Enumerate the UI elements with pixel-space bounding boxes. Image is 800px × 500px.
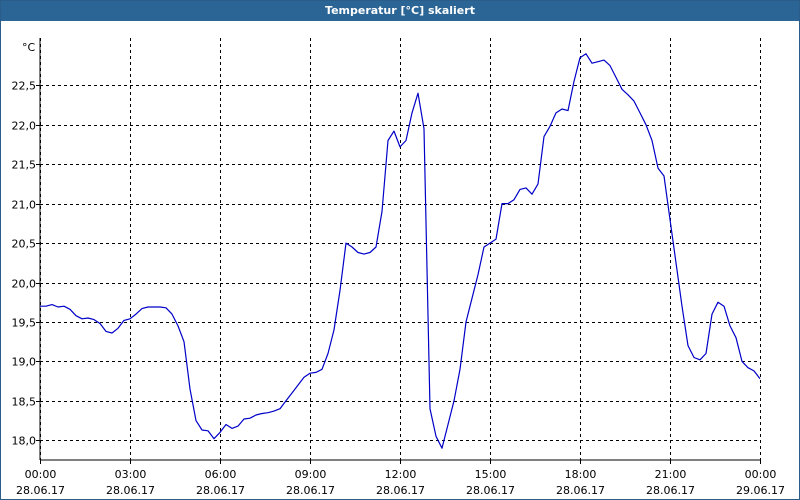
y-tick-label: 22,0 bbox=[12, 120, 37, 133]
y-axis-ticks: 18,0 18,5 19,0 19,5 20,0 20,5 21,0 21,5 22,0 22,5 bbox=[12, 80, 40, 448]
y-tick-label: 21,5 bbox=[12, 159, 37, 172]
x-tick-time-label: 15:00 bbox=[475, 468, 507, 481]
y-tick-label: 21,0 bbox=[12, 199, 37, 212]
x-tick-time-label: 00:00 bbox=[25, 468, 57, 481]
x-tick-date-label: 28.06.17 bbox=[556, 484, 605, 497]
x-axis-ticks: 00:00 28.06.17 03:00 28.06.17 06:00 28.06.17 0… bbox=[16, 460, 785, 497]
y-tick-label: 18,0 bbox=[12, 435, 37, 448]
data-series bbox=[40, 53, 761, 449]
chart-title: Temperatur [°C] skaliert bbox=[1, 1, 799, 21]
y-tick-label: 18,5 bbox=[12, 396, 37, 409]
x-tick-time-label: 00:00 bbox=[745, 468, 777, 481]
grid-lines bbox=[40, 38, 761, 460]
y-tick-label: 19,5 bbox=[12, 317, 37, 330]
x-tick-date-label: 28.06.17 bbox=[106, 484, 155, 497]
x-tick-date-label: 28.06.17 bbox=[646, 484, 695, 497]
x-tick-date-label: 28.06.17 bbox=[16, 484, 65, 497]
x-tick-time-label: 21:00 bbox=[655, 468, 687, 481]
x-tick-time-label: 06:00 bbox=[205, 468, 237, 481]
x-tick-time-label: 12:00 bbox=[385, 468, 417, 481]
x-tick-time-label: 09:00 bbox=[295, 468, 327, 481]
x-tick-date-label: 28.06.17 bbox=[196, 484, 245, 497]
y-tick-label: 20,0 bbox=[12, 278, 37, 291]
x-tick-time-label: 18:00 bbox=[565, 468, 597, 481]
x-tick-date-label: 28.06.17 bbox=[286, 484, 335, 497]
y-tick-label: 20,5 bbox=[12, 238, 37, 251]
x-tick-time-label: 03:00 bbox=[115, 468, 147, 481]
y-tick-label: 19,0 bbox=[12, 356, 37, 369]
x-tick-date-label: 28.06.17 bbox=[376, 484, 425, 497]
x-tick-date-label: 28.06.17 bbox=[466, 484, 515, 497]
x-tick-date-label: 29.06.17 bbox=[736, 484, 785, 497]
y-axis-unit-label: °C bbox=[22, 41, 36, 54]
temperature-series-line bbox=[40, 53, 761, 449]
y-tick-label: 22,5 bbox=[12, 80, 37, 93]
